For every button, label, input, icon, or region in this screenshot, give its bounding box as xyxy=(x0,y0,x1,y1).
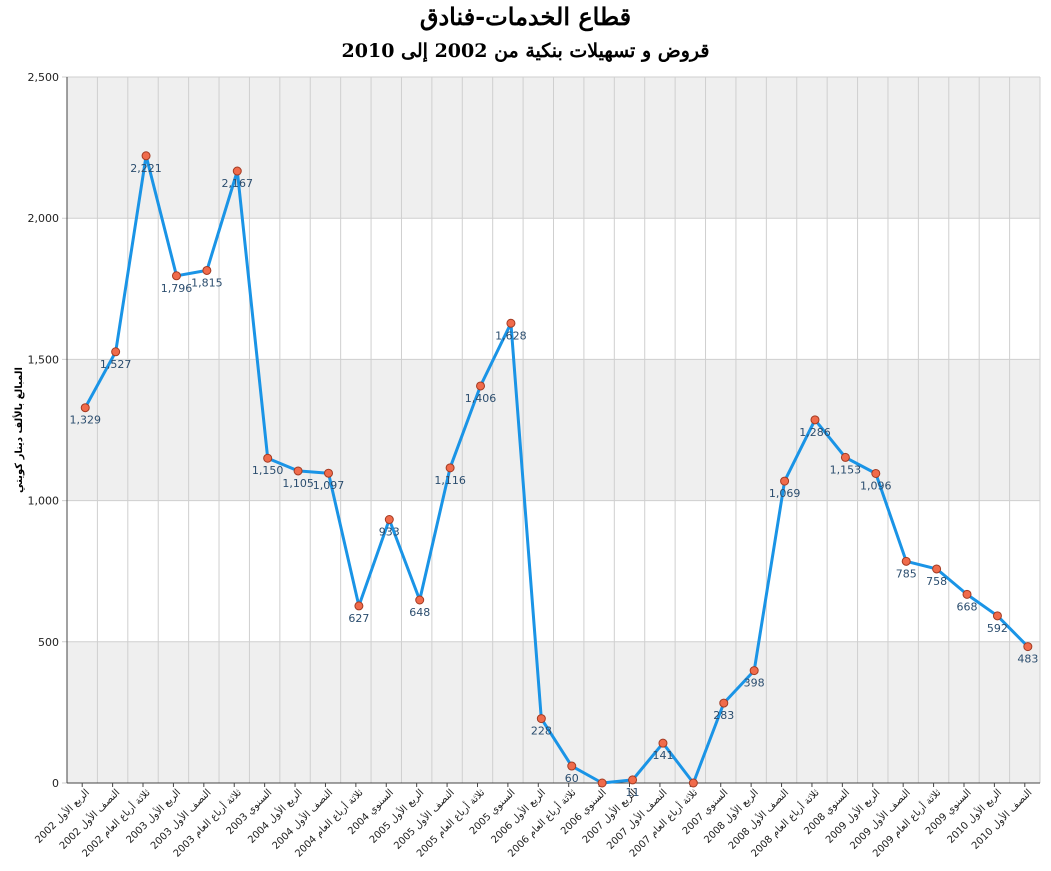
data-point xyxy=(871,468,881,478)
data-label: 1,150 xyxy=(252,464,284,477)
data-label: 2,221 xyxy=(130,162,162,175)
data-label: 1,815 xyxy=(191,276,223,289)
data-label: 1,527 xyxy=(100,358,132,371)
y-tick-label: 1,500 xyxy=(28,353,60,366)
data-point xyxy=(597,778,607,788)
data-label: 1,105 xyxy=(282,477,314,490)
data-point xyxy=(171,271,181,281)
x-tick-label: الربع الأول 2008 xyxy=(701,786,761,846)
data-point xyxy=(263,453,273,463)
data-label: 11 xyxy=(626,786,640,799)
data-label: 785 xyxy=(896,567,917,580)
data-point xyxy=(567,761,577,771)
data-label: 283 xyxy=(713,709,734,722)
chart-subtitle: قروض و تسهيلات بنكية من 2002 إلى 2010 xyxy=(341,40,710,62)
data-label: 1,097 xyxy=(313,479,345,492)
data-point xyxy=(780,476,790,486)
data-point xyxy=(354,601,364,611)
y-axis-title: المبالغ بالألف دينار كويتي xyxy=(12,367,25,493)
data-point xyxy=(536,714,546,724)
data-point xyxy=(749,666,759,676)
data-point xyxy=(901,556,911,566)
data-point xyxy=(202,265,212,275)
y-tick-label: 500 xyxy=(38,636,59,649)
data-point xyxy=(506,318,516,328)
data-label: 398 xyxy=(744,677,765,690)
data-point xyxy=(476,381,486,391)
data-label: 1,153 xyxy=(830,463,862,476)
data-label: 668 xyxy=(957,600,978,613)
data-label: 1,406 xyxy=(465,392,497,405)
data-point xyxy=(232,166,242,176)
data-label: 627 xyxy=(348,612,369,625)
data-label: 1,329 xyxy=(69,414,101,427)
data-label: 141 xyxy=(652,749,673,762)
data-label: 1,796 xyxy=(161,282,193,295)
data-point xyxy=(840,452,850,462)
data-label: 2,167 xyxy=(222,177,254,190)
data-point xyxy=(323,468,333,478)
y-tick-label: 0 xyxy=(52,777,59,790)
data-point xyxy=(658,738,668,748)
data-label: 1,116 xyxy=(434,474,466,487)
data-point xyxy=(628,775,638,785)
data-point xyxy=(719,698,729,708)
data-point xyxy=(810,415,820,425)
data-point xyxy=(111,347,121,357)
x-tick-label: الربع الأول 2004 xyxy=(245,786,305,846)
data-label: 1,096 xyxy=(860,479,892,492)
data-point xyxy=(445,463,455,473)
x-tick-label: الربع الأول 2003 xyxy=(123,786,183,846)
data-label: 1,069 xyxy=(769,487,801,500)
x-tick-label: الربع الأول 2006 xyxy=(488,786,548,846)
y-tick-label: 1,000 xyxy=(28,495,60,508)
series-line xyxy=(83,154,1029,785)
data-point xyxy=(932,564,942,574)
data-label: 228 xyxy=(531,725,552,738)
data-label: 758 xyxy=(926,575,947,588)
data-point xyxy=(992,611,1002,621)
data-point xyxy=(141,151,151,161)
data-point xyxy=(962,589,972,599)
x-tick-label: الربع الأول 2002 xyxy=(32,786,92,846)
data-label: 60 xyxy=(565,772,579,785)
data-point xyxy=(80,403,90,413)
data-point xyxy=(415,595,425,605)
data-point xyxy=(1023,642,1033,652)
x-tick-label: الربع الأول 2010 xyxy=(944,786,1004,846)
y-tick-label: 2,500 xyxy=(28,71,60,84)
x-tick-label: الربع الأول 2009 xyxy=(822,786,882,846)
chart-title: قطاع الخدمات-فنادق xyxy=(419,2,632,31)
data-label: 1,286 xyxy=(799,426,831,439)
data-point xyxy=(293,466,303,476)
data-point xyxy=(688,778,698,788)
data-label: 1,628 xyxy=(495,329,527,342)
data-point xyxy=(384,515,394,525)
x-tick-label: الربع الأول 2005 xyxy=(366,786,426,846)
data-label: 648 xyxy=(409,606,430,619)
y-tick-label: 2,000 xyxy=(28,212,60,225)
data-label: 933 xyxy=(379,526,400,539)
data-label: 483 xyxy=(1017,653,1038,666)
data-label: 592 xyxy=(987,622,1008,635)
